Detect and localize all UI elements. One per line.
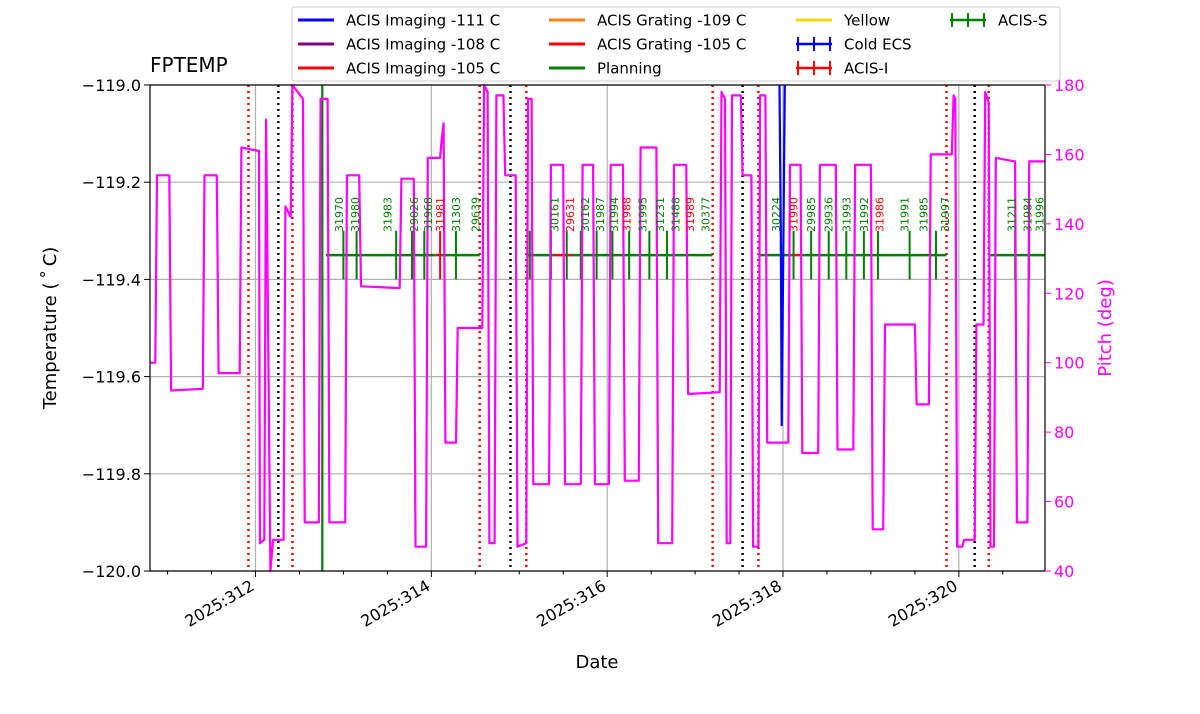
obsid-label: 31990 xyxy=(788,197,801,232)
obsid-label: 31993 xyxy=(840,197,853,232)
obsid-label: 31983 xyxy=(381,197,394,232)
obsid-label: 29631 xyxy=(564,197,577,232)
legend-box xyxy=(291,6,1061,82)
obsid-label: 31231 xyxy=(654,197,667,232)
series-layer xyxy=(150,83,1045,573)
x-axis-label: Date xyxy=(575,652,618,673)
obsid-label: 30377 xyxy=(700,197,713,232)
obsid-label: 31992 xyxy=(858,197,871,232)
obsid-label: 31986 xyxy=(874,197,887,232)
legend-label: ACIS Imaging -105 C xyxy=(346,60,500,78)
obsid-label: 31968 xyxy=(422,197,435,232)
obsid-label: 31985 xyxy=(918,197,931,232)
legend-label: ACIS Grating -105 C xyxy=(597,36,746,54)
obsid-label: 31996 xyxy=(1034,197,1047,232)
y-tick-label: −119.4 xyxy=(82,270,141,289)
y-tick-label: −119.2 xyxy=(82,173,141,192)
obsid-label: 31984 xyxy=(1021,197,1034,232)
obsid-label: 31997 xyxy=(939,197,952,232)
legend-label: ACIS Grating -109 C xyxy=(597,12,746,30)
y-tick-label: −119.6 xyxy=(82,368,141,387)
obsid-label: 30162 xyxy=(579,197,592,232)
y2-tick-label: 80 xyxy=(1054,423,1074,442)
obsid-label: 31987 xyxy=(594,197,607,232)
obsid-label: 31488 xyxy=(670,197,683,232)
y2-tick-label: 160 xyxy=(1054,145,1085,164)
y2-tick-label: 100 xyxy=(1054,354,1085,373)
obsid-label: 29936 xyxy=(823,197,836,232)
y2-tick-label: 140 xyxy=(1054,215,1085,234)
plot-frame xyxy=(149,84,1046,572)
y-axis-label: Temperature ( ˚ C) xyxy=(40,247,61,411)
y2-tick-label: 40 xyxy=(1054,562,1074,581)
obsid-label: 31994 xyxy=(608,197,621,232)
obsid-label: 31991 xyxy=(898,197,911,232)
y2-tick-label: 180 xyxy=(1054,76,1085,95)
obsid-label: 31989 xyxy=(684,197,697,232)
legend: ACIS Imaging -111 C ACIS Imaging -108 C AC… xyxy=(291,6,1061,82)
obsid-label: 31981 xyxy=(434,197,447,232)
obsid-label: 30161 xyxy=(548,197,561,232)
obsid-label: 29639 xyxy=(469,197,482,232)
y2-axis-label: Pitch (deg) xyxy=(1095,279,1116,377)
chart-title: FPTEMP xyxy=(150,53,228,77)
obsid-label: 31988 xyxy=(621,197,634,232)
obsid-label: 31303 xyxy=(450,197,463,232)
y-tick-label: −119.0 xyxy=(82,76,141,95)
legend-label: ACIS Imaging -108 C xyxy=(346,36,500,54)
obsid-labels: 31970 31980 31983 29026 31968 31981 31303 29639… xyxy=(333,197,1047,232)
legend-label: ACIS Imaging -111 C xyxy=(346,12,500,30)
legend-label: Cold ECS xyxy=(844,36,912,54)
y2-tick-label: 60 xyxy=(1054,493,1074,512)
obsid-label: 30224 xyxy=(770,197,783,232)
obsid-label: 31980 xyxy=(349,197,362,232)
y-tick-label: −120.0 xyxy=(82,562,141,581)
vertical-marker-lines xyxy=(247,85,990,571)
obsid-label: 31970 xyxy=(333,197,346,232)
obsid-label: 29985 xyxy=(805,197,818,232)
obsid-label: 29026 xyxy=(408,197,421,232)
legend-label: Planning xyxy=(597,60,662,78)
fptemp-line xyxy=(778,84,786,427)
y-tick-label: −119.8 xyxy=(82,465,141,484)
obsid-label: 31995 xyxy=(636,197,649,232)
legend-label: ACIS-S xyxy=(998,12,1047,30)
legend-label: ACIS-I xyxy=(844,60,888,78)
legend-label: Yellow xyxy=(843,12,890,30)
y2-tick-label: 120 xyxy=(1054,284,1085,303)
obsid-label: 31211 xyxy=(1006,197,1019,232)
pitch-line xyxy=(150,83,1045,573)
